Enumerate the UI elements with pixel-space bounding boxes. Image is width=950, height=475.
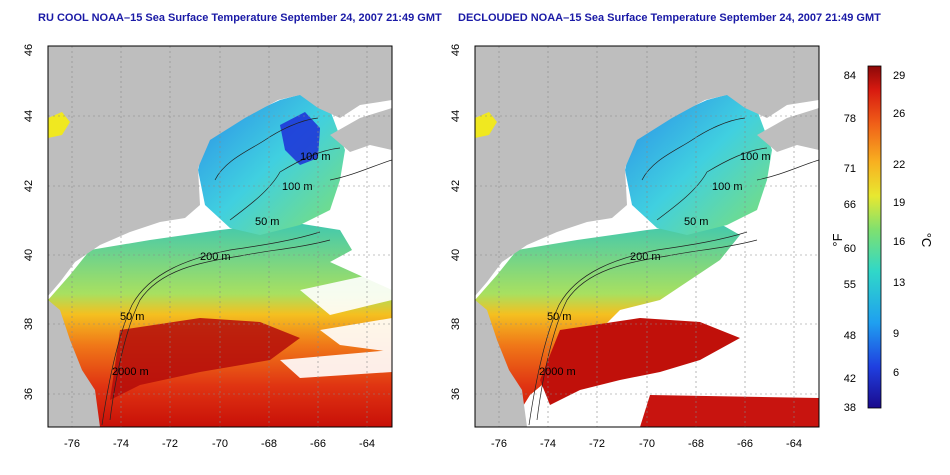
x-tick-label: -70 xyxy=(639,438,655,450)
y-tick-label: 46 xyxy=(23,44,35,56)
land-mass xyxy=(48,46,392,296)
fahrenheit-tick: 48 xyxy=(844,330,856,342)
contour-label: 50 m xyxy=(547,311,571,323)
x-tick-label: -68 xyxy=(261,438,277,450)
contour-label: 100 m xyxy=(740,151,771,163)
x-tick-label: -68 xyxy=(688,438,704,450)
temperature-colorbar: 84 78 71 66 60 55 48 42 38 29 26 22 19 1… xyxy=(830,65,934,414)
celsius-tick: 9 xyxy=(893,328,899,340)
x-tick-label: -74 xyxy=(113,438,129,450)
left-sst-map: 100 m 100 m 50 m 200 m 50 m 2000 m xyxy=(48,46,392,427)
yellow-lake-patch xyxy=(475,112,497,138)
contour-label: 50 m xyxy=(120,311,144,323)
contour-label: 200 m xyxy=(200,251,231,263)
x-tick-label: -64 xyxy=(359,438,375,450)
fahrenheit-tick: 60 xyxy=(844,243,856,255)
x-tick-label: -76 xyxy=(64,438,80,450)
celsius-tick: 22 xyxy=(893,159,905,171)
bathymetry-contours xyxy=(528,117,819,426)
fahrenheit-tick: 71 xyxy=(844,163,856,175)
fahrenheit-tick: 78 xyxy=(844,113,856,125)
nova-scotia xyxy=(330,108,392,152)
grid-lines xyxy=(48,46,392,427)
yellow-lake-patch xyxy=(48,112,70,138)
x-tick-label: -66 xyxy=(310,438,326,450)
contour-label: 2000 m xyxy=(539,366,576,378)
right-sst-map: 100 m 100 m 50 m 200 m 50 m 2000 m xyxy=(475,46,819,427)
y-tick-label: 42 xyxy=(23,180,35,192)
chesapeake-land xyxy=(48,300,100,427)
fahrenheit-tick: 38 xyxy=(844,402,856,414)
contour-label: 100 m xyxy=(282,181,313,193)
y-tick-label: 44 xyxy=(23,110,35,122)
y-tick-label: 40 xyxy=(23,249,35,261)
x-tick-label: -64 xyxy=(786,438,802,450)
celsius-tick: 13 xyxy=(893,277,905,289)
x-tick-label: -66 xyxy=(737,438,753,450)
y-tick-label: 38 xyxy=(450,318,462,330)
nova-scotia xyxy=(757,108,819,152)
y-tick-label: 46 xyxy=(450,44,462,56)
x-tick-label: -76 xyxy=(491,438,507,450)
contour-label: 2000 m xyxy=(112,366,149,378)
x-tick-label: -70 xyxy=(212,438,228,450)
grid-lines xyxy=(475,46,819,427)
x-tick-label: -72 xyxy=(589,438,605,450)
fahrenheit-tick: 66 xyxy=(844,199,856,211)
y-tick-label: 40 xyxy=(450,249,462,261)
chesapeake-land xyxy=(475,300,527,427)
cold-water-patch xyxy=(280,112,320,165)
contour-label: 100 m xyxy=(300,151,331,163)
colorbar-gradient xyxy=(867,65,882,409)
gulf-of-maine-water xyxy=(625,92,772,235)
contour-label: 200 m xyxy=(630,251,661,263)
gulf-stream-core xyxy=(540,318,740,405)
right-x-axis: -76 -74 -72 -70 -68 -66 -64 xyxy=(491,438,802,450)
fahrenheit-tick: 42 xyxy=(844,373,856,385)
right-map-title: DECLOUDED NOAA–15 Sea Surface Temperatur… xyxy=(458,12,881,24)
bathymetry-contours xyxy=(101,117,392,426)
y-tick-label: 42 xyxy=(450,180,462,192)
celsius-tick: 19 xyxy=(893,197,905,209)
y-tick-label: 44 xyxy=(450,110,462,122)
fahrenheit-tick: 84 xyxy=(844,70,856,82)
left-map-title: RU COOL NOAA–15 Sea Surface Temperature … xyxy=(38,12,442,24)
celsius-tick: 26 xyxy=(893,108,905,120)
celsius-tick: 16 xyxy=(893,236,905,248)
left-y-axis: 36 38 40 42 44 46 xyxy=(23,44,35,400)
x-tick-label: -72 xyxy=(162,438,178,450)
left-map-frame xyxy=(47,45,393,428)
land-mass xyxy=(475,46,819,296)
y-tick-label: 36 xyxy=(23,388,35,400)
gulf-stream-offshore xyxy=(640,395,819,427)
right-y-axis: 36 38 40 42 44 46 xyxy=(450,44,462,400)
celsius-tick: 29 xyxy=(893,70,905,82)
contour-label: 50 m xyxy=(255,216,279,228)
celsius-tick: 6 xyxy=(893,367,899,379)
cloud-streaks xyxy=(280,270,392,378)
celsius-label: °C xyxy=(919,233,934,248)
right-map-frame xyxy=(474,45,820,428)
fahrenheit-tick: 55 xyxy=(844,279,856,291)
fahrenheit-label: °F xyxy=(830,233,845,246)
gulf-stream-core xyxy=(110,318,300,400)
y-tick-label: 36 xyxy=(450,388,462,400)
left-x-axis: -76 -74 -72 -70 -68 -66 -64 xyxy=(64,438,375,450)
x-tick-label: -74 xyxy=(540,438,556,450)
y-tick-label: 38 xyxy=(23,318,35,330)
warm-water-area xyxy=(475,222,740,427)
contour-label: 100 m xyxy=(712,181,743,193)
